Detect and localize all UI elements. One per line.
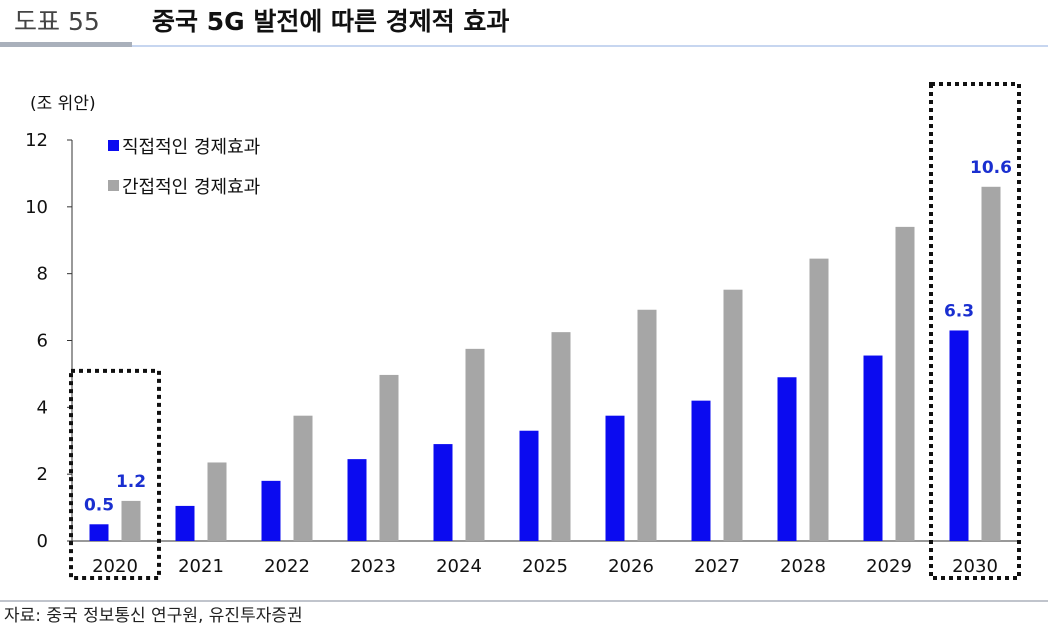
bar-direct (519, 430, 539, 541)
y-tick-label: 12 (25, 130, 48, 151)
y-tick-label: 4 (37, 397, 48, 418)
bar-direct (175, 505, 195, 541)
y-tick-label: 8 (37, 264, 48, 285)
y-tick-label: 10 (25, 197, 48, 218)
legend-label-direct: 직접적인 경제효과 (122, 137, 260, 158)
highlight-box-2030 (929, 82, 1021, 580)
data-label-indirect: 1.2 (116, 472, 146, 492)
bar-indirect (293, 415, 313, 541)
bar-indirect (465, 348, 485, 541)
highlight-box-2020 (69, 368, 161, 580)
y-axis: 0 2 4 6 8 10 12 (25, 130, 1018, 552)
legend-swatch-direct (108, 140, 119, 151)
x-tick-label: 2027 (694, 556, 740, 577)
bar-indirect (981, 186, 1001, 542)
bar-indirect (379, 374, 399, 541)
figure-header: 도표 55 중국 5G 발전에 따른 경제적 효과 (0, 0, 1048, 50)
bar-indirect (723, 289, 743, 541)
bar-direct (89, 524, 109, 541)
bar-direct (949, 330, 969, 541)
bar-direct (605, 415, 625, 541)
x-tick-label: 2026 (608, 556, 654, 577)
bar-direct (347, 459, 367, 541)
figure-title: 중국 5G 발전에 따른 경제적 효과 (152, 7, 510, 36)
bar-indirect (207, 462, 227, 541)
x-tick-label: 2030 (952, 556, 998, 577)
figure-label-underline (0, 42, 132, 47)
bar-direct (261, 480, 281, 541)
x-tick-label: 2025 (522, 556, 568, 577)
bar-direct (433, 444, 453, 541)
legend-label-indirect: 간접적인 경제효과 (122, 177, 260, 198)
data-labels: 0.51.2 6.3 10.6 (84, 158, 1012, 516)
x-axis-labels: 2020 2021 2022 2023 2024 2025 2026 2027 2028 2029… (92, 556, 998, 577)
bar-direct (777, 377, 797, 541)
figure-label: 도표 55 (14, 7, 100, 36)
bar-indirect (551, 332, 571, 541)
bar-indirect (895, 226, 915, 541)
x-tick-label: 2020 (92, 556, 138, 577)
x-tick-label: 2029 (866, 556, 912, 577)
legend: 직접적인 경제효과 간접적인 경제효과 (108, 137, 260, 198)
data-label-direct: 6.3 (944, 301, 974, 321)
y-axis-unit-label: (조 위안) (30, 94, 96, 114)
x-tick-label: 2021 (178, 556, 224, 577)
bar-indirect (121, 500, 141, 541)
bar-direct (691, 400, 711, 541)
bar-direct (863, 355, 883, 541)
y-tick-label: 2 (37, 464, 48, 485)
data-label-indirect: 10.6 (970, 158, 1012, 178)
title-underline (132, 45, 1048, 47)
data-label-direct: 0.5 (84, 495, 114, 515)
legend-swatch-indirect (108, 180, 119, 191)
source-note: 자료: 중국 정보통신 연구원, 유진투자증권 (4, 606, 303, 626)
x-tick-label: 2022 (264, 556, 310, 577)
bar-indirect (637, 309, 657, 541)
highlight-boxes (69, 82, 1021, 580)
bars (89, 186, 1001, 542)
y-tick-label: 0 (37, 531, 48, 552)
x-tick-label: 2023 (350, 556, 396, 577)
footer-divider (0, 600, 1048, 602)
y-tick-label: 6 (37, 331, 48, 352)
bar-indirect (809, 258, 829, 541)
x-tick-label: 2024 (436, 556, 482, 577)
x-tick-label: 2028 (780, 556, 826, 577)
